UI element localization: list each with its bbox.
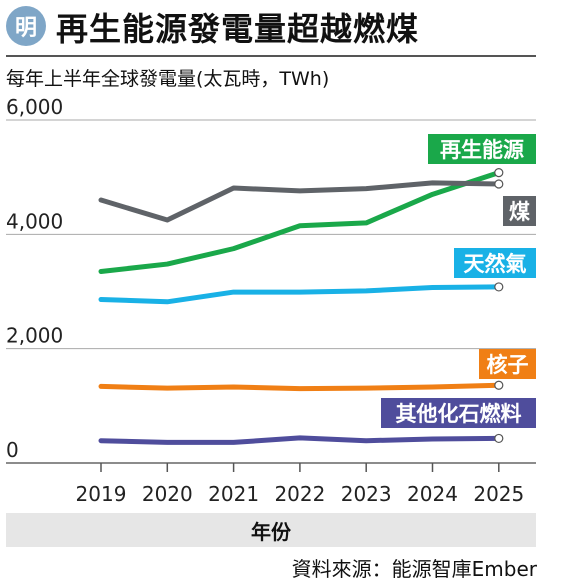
y-tick-label: 0: [6, 438, 19, 462]
series-label-box: [479, 349, 536, 379]
y-axis-ticks: 6,000 4,000 2,000 0: [6, 95, 63, 462]
y-tick-label: 4,000: [6, 209, 63, 233]
series-label-box: [503, 196, 536, 226]
series-lines: [98, 167, 504, 445]
series-line: [98, 382, 502, 392]
series-line: [98, 435, 502, 445]
x-tick-label: 2020: [142, 482, 193, 506]
x-axis-label-bar: 年份: [6, 513, 536, 547]
series-label-box: [428, 134, 536, 164]
x-axis: 2019 2020 2021 2022 2023 2024 2025: [76, 463, 524, 506]
y-tick-label: 6,000: [6, 95, 63, 119]
chart-title: 再生能源發電量超越燃煤: [56, 10, 420, 48]
series-line: [98, 284, 502, 305]
series-label: 其他化石燃料: [396, 402, 522, 426]
x-tick-label: 2023: [341, 482, 392, 506]
x-tick-label: 2022: [274, 482, 325, 506]
x-tick-label: 2021: [208, 482, 259, 506]
series-end-point: [494, 380, 504, 390]
source-note: 資料來源：能源智庫Ember: [291, 557, 537, 581]
x-tick-label: 2024: [407, 482, 458, 506]
series-label: 煤: [509, 200, 530, 224]
y-axis-label: 每年上半年全球發電量(太瓦時，TWh): [6, 68, 330, 90]
series-label: 核子: [487, 353, 529, 377]
series-label-box: [454, 248, 536, 278]
x-axis-label: 年份: [251, 519, 291, 544]
x-tick-label: 2019: [76, 482, 127, 506]
series-label: 天然氣: [464, 252, 527, 276]
series-line: [98, 180, 502, 223]
series-end-point: [494, 433, 504, 444]
y-tick-label: 2,000: [6, 324, 63, 348]
newspaper-logo: 明: [6, 6, 46, 46]
title-divider: [6, 55, 536, 57]
series-line: [98, 170, 502, 274]
series-end-point: [494, 179, 504, 189]
series-end-point: [494, 282, 504, 292]
series-label-box: [381, 398, 536, 428]
series-end-point: [494, 167, 504, 178]
x-tick-label: 2025: [473, 482, 524, 506]
series-label: 再生能源: [440, 138, 524, 162]
